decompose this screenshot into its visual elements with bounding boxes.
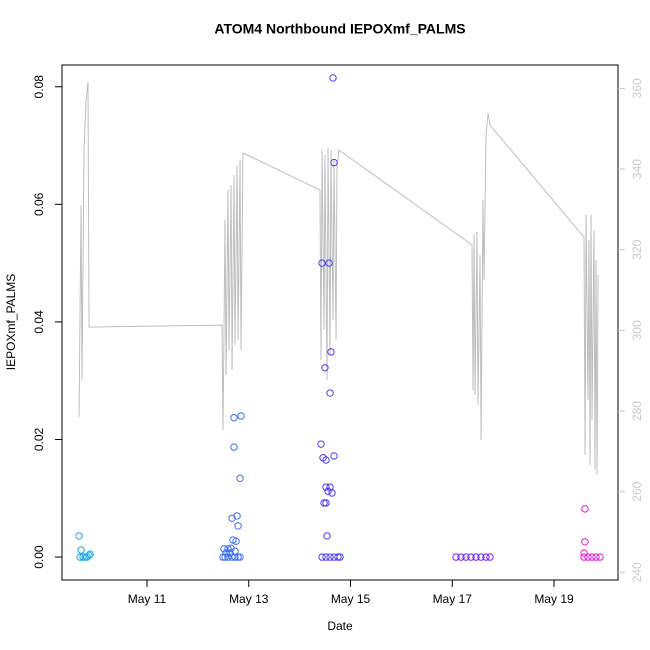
point — [233, 512, 241, 520]
point — [226, 549, 234, 557]
point — [322, 483, 330, 491]
point — [327, 348, 335, 356]
point — [326, 389, 334, 397]
point — [318, 553, 326, 561]
point — [457, 553, 465, 561]
point — [482, 553, 490, 561]
point — [230, 414, 238, 422]
point — [237, 412, 245, 420]
point — [580, 549, 588, 557]
point — [584, 553, 592, 561]
point — [236, 553, 244, 561]
point — [219, 553, 227, 561]
y2-tick-label: 280 — [630, 401, 644, 421]
point — [317, 440, 325, 448]
y2-tick-label: 300 — [630, 320, 644, 340]
point — [472, 553, 480, 561]
x-axis-label: Date — [327, 619, 353, 633]
y2-tick-label: 360 — [630, 78, 644, 98]
point — [75, 532, 83, 540]
point — [322, 499, 330, 507]
point — [320, 499, 328, 507]
point — [86, 550, 94, 558]
y-tick-label: 0.00 — [32, 545, 46, 569]
point — [336, 553, 344, 561]
y2-tick-label: 320 — [630, 239, 644, 259]
line — [78, 81, 599, 475]
x-tick-label: May 15 — [331, 592, 371, 606]
y-tick-label: 0.08 — [32, 75, 46, 99]
y2-tick-label: 240 — [630, 562, 644, 582]
y-axis-label: IEPOXmf_PALMS — [4, 274, 18, 370]
point — [323, 532, 331, 540]
point — [324, 487, 332, 495]
point — [462, 553, 470, 561]
point — [224, 553, 232, 561]
point — [232, 537, 240, 545]
point — [467, 553, 475, 561]
point — [236, 474, 244, 482]
point — [477, 553, 485, 561]
point — [596, 553, 604, 561]
point — [231, 547, 239, 555]
point — [581, 538, 589, 546]
point — [330, 158, 338, 167]
y2-tick-label: 260 — [630, 481, 644, 501]
point — [328, 489, 336, 497]
point — [326, 553, 334, 561]
point — [581, 505, 589, 513]
plot-box — [61, 64, 619, 581]
x-tick-label: May 19 — [534, 592, 574, 606]
point — [76, 553, 84, 561]
point — [580, 553, 588, 561]
point — [452, 553, 460, 561]
y-tick-label: 0.04 — [32, 310, 46, 334]
point — [486, 553, 494, 561]
point — [221, 553, 229, 561]
x-tick-label: May 13 — [229, 592, 269, 606]
point — [321, 364, 329, 372]
point — [318, 259, 326, 267]
point — [322, 456, 330, 464]
point — [234, 522, 242, 530]
point — [322, 553, 330, 561]
y-tick-label: 0.06 — [32, 192, 46, 216]
chart-title: ATOM4 Northbound IEPOXmf_PALMS — [214, 21, 465, 37]
point — [334, 553, 342, 561]
point — [230, 443, 238, 451]
point — [85, 551, 93, 560]
point — [231, 553, 239, 561]
point — [77, 546, 85, 554]
point — [588, 553, 596, 561]
point — [330, 452, 338, 460]
y2-tick-label: 340 — [630, 159, 644, 179]
y-tick-label: 0.02 — [32, 427, 46, 451]
point — [224, 545, 232, 553]
x-tick-label: May 11 — [128, 592, 167, 606]
point — [220, 545, 228, 553]
point — [592, 553, 600, 561]
point — [325, 259, 333, 267]
point — [329, 74, 337, 82]
x-tick-label: May 17 — [433, 592, 473, 606]
point — [234, 553, 242, 561]
